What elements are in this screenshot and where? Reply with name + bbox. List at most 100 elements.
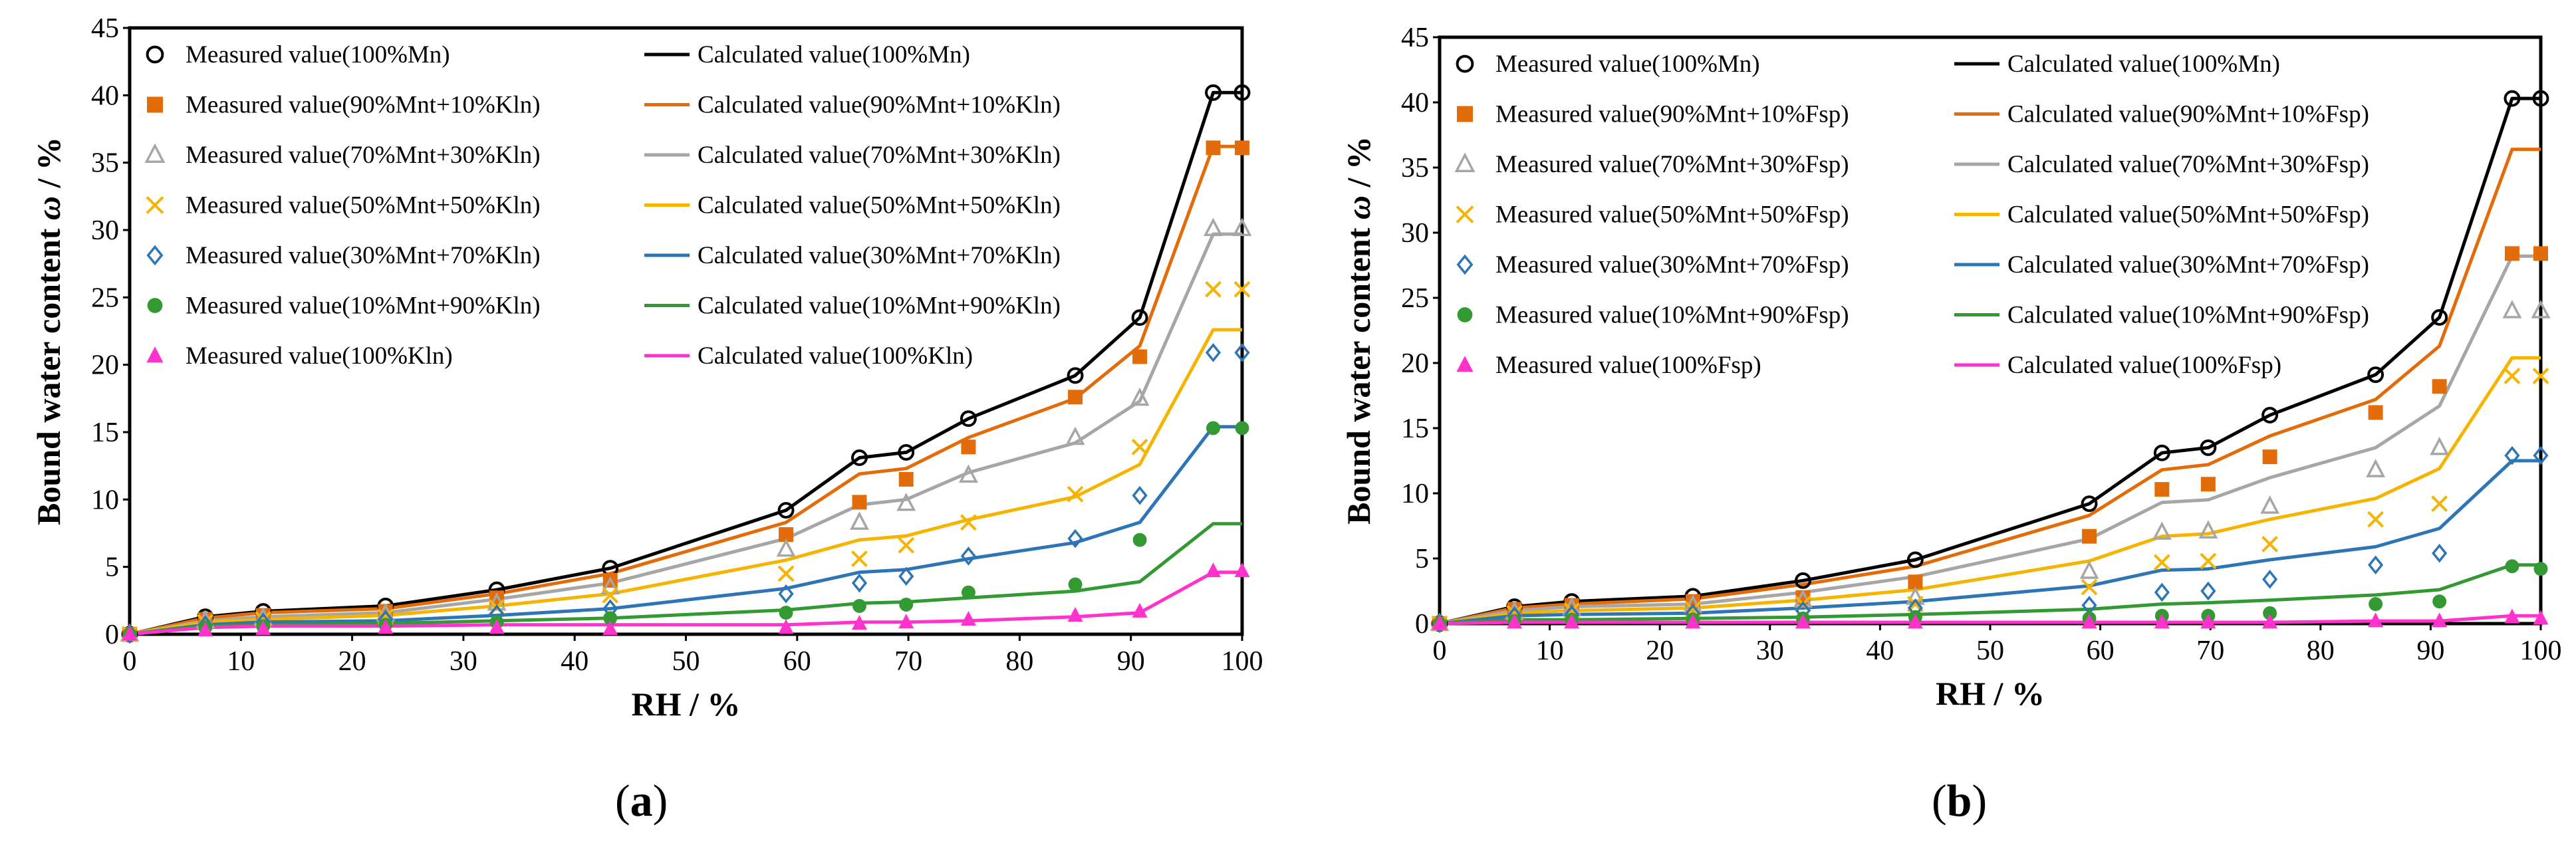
measured-point (1067, 367, 1084, 384)
y-tick-label: 45 (91, 13, 119, 44)
measured-point (255, 620, 271, 636)
measured-point (2081, 614, 2097, 629)
y-tick-label: 30 (91, 215, 119, 246)
y-tick-label: 25 (1401, 283, 1429, 314)
calculated-line-0 (1439, 96, 2541, 626)
measured-point (2366, 459, 2386, 477)
measured-point (1795, 572, 1811, 589)
measured-point (2261, 536, 2279, 552)
measured-point (2200, 477, 2216, 492)
x-tick-label: 100 (2520, 636, 2562, 666)
measured-point (1205, 84, 1222, 101)
measured-point (2154, 614, 2170, 629)
x-axis-label: RH / % (1936, 675, 2045, 712)
y-axis-label-unit: / % (30, 137, 67, 196)
measured-point (779, 527, 794, 542)
legend-marker-1 (147, 96, 163, 113)
measured-point (898, 566, 914, 586)
calculated-line-6 (129, 570, 1242, 636)
measured-point (960, 514, 977, 531)
legend-marker-5 (1457, 307, 1473, 322)
measured-point (602, 586, 619, 604)
measured-point (852, 598, 866, 613)
x-tick-label: 60 (2087, 636, 2115, 666)
measured-point (2431, 308, 2448, 326)
legend-marker-2 (1454, 152, 1476, 172)
measured-point (2502, 300, 2522, 318)
panel-label-a: (a) (615, 775, 668, 826)
measured-point (2533, 246, 2548, 261)
y-tick-label: 20 (91, 350, 119, 381)
legend-calculated-label: Calculated value(100%Mn) (2007, 51, 2280, 78)
measured-point (1067, 485, 1084, 503)
x-tick-label: 0 (123, 646, 137, 677)
calculated-line-2 (1439, 254, 2541, 626)
y-tick-label: 10 (91, 485, 119, 515)
legend-calculated-label: Calculated value(50%Mnt+50%Kln) (698, 192, 1061, 219)
legend-measured-label: Measured value(50%Mnt+50%Kln) (186, 192, 541, 219)
measured-point (2153, 554, 2170, 571)
calculated-line-3 (1439, 356, 2541, 626)
measured-point (1132, 533, 1147, 547)
measured-point (2504, 90, 2521, 107)
measured-point (1206, 140, 1221, 156)
x-tick-label: 60 (783, 646, 811, 677)
y-tick-label: 25 (91, 283, 119, 313)
measured-point (2154, 482, 2170, 497)
measured-point (1232, 217, 1252, 237)
y-tick-label: 40 (1401, 88, 1429, 118)
measured-point (2368, 405, 2383, 420)
measured-point (2432, 612, 2448, 628)
measured-point (2367, 555, 2384, 575)
legend-measured-label: Measured value(30%Mnt+70%Kln) (186, 242, 541, 269)
legend-calculated-label: Calculated value(10%Mnt+90%Fsp) (2007, 302, 2369, 329)
measured-point (2200, 614, 2216, 629)
measured-point (2262, 570, 2278, 589)
legend-measured-label: Measured value(10%Mnt+90%Kln) (186, 293, 541, 320)
measured-point (1132, 602, 1148, 618)
x-tick-label: 90 (1117, 646, 1145, 677)
legend-measured-label: Measured value(90%Mnt+10%Kln) (186, 92, 541, 119)
measured-point (602, 620, 618, 636)
measured-point (1205, 562, 1222, 578)
legend-calculated-label: Calculated value(30%Mnt+70%Fsp) (2007, 251, 2369, 279)
measured-point (378, 619, 394, 634)
legend-measured-label: Measured value(50%Mnt+50%Fsp) (1495, 201, 1849, 229)
measured-point (122, 626, 138, 641)
measured-point (2200, 552, 2217, 570)
measured-point (2198, 520, 2218, 539)
measured-point (1068, 577, 1083, 592)
y-axis-label-text: Bound water content (30, 220, 67, 525)
measured-point (2533, 610, 2549, 625)
measured-point (778, 584, 794, 604)
legend-marker-4 (146, 245, 164, 266)
measured-point (898, 537, 915, 554)
legend-calculated-label: Calculated value(10%Mnt+90%Kln) (698, 293, 1061, 320)
legend-calculated-label: Calculated value(70%Mnt+30%Fsp) (2007, 151, 2369, 178)
measured-point (777, 565, 795, 582)
measured-point (2263, 606, 2277, 620)
measured-point (489, 619, 505, 634)
measured-point (2082, 529, 2097, 544)
measured-point (2262, 449, 2277, 465)
measured-point (2153, 444, 2170, 461)
measured-point (2533, 445, 2549, 465)
measured-point (197, 622, 213, 637)
x-tick-label: 40 (561, 646, 588, 677)
measured-point (1205, 343, 1222, 362)
calculated-line-6 (1439, 614, 2541, 626)
measured-point (2260, 495, 2280, 514)
measured-point (777, 502, 795, 519)
y-tick-label: 35 (91, 148, 119, 179)
x-tick-label: 0 (1433, 636, 1447, 666)
x-tick-label: 10 (1536, 636, 1564, 666)
measured-point (851, 550, 868, 567)
measured-point (1235, 421, 1249, 435)
measured-point (851, 615, 868, 630)
legend-marker-0 (1456, 55, 1474, 73)
measured-point (1234, 562, 1250, 578)
x-tick-label: 80 (2307, 636, 2335, 666)
measured-point (603, 611, 618, 626)
legend-measured-label: Measured value(90%Mnt+10%Fsp) (1495, 101, 1849, 128)
legend-marker-5 (147, 298, 163, 313)
